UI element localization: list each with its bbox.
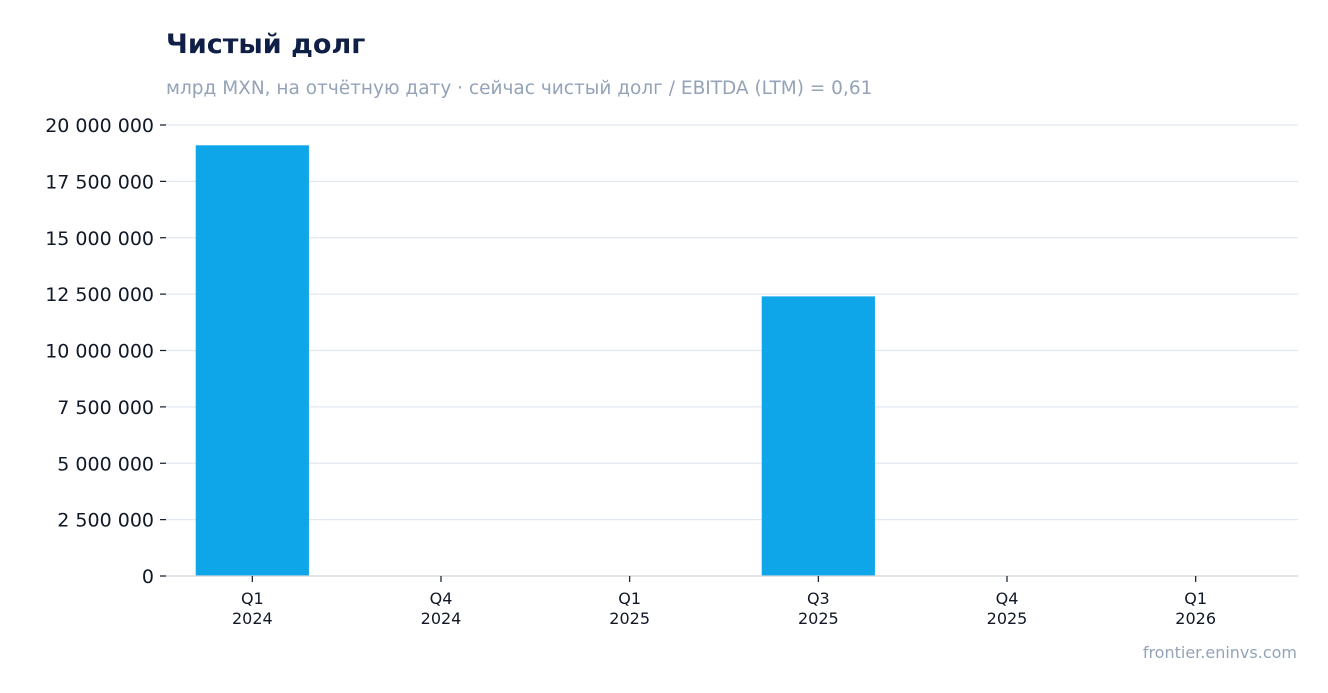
chart-subtitle: млрд MXN, на отчётную дату · сейчас чист… [166, 78, 872, 99]
x-tick-label-line: 2025 [609, 609, 650, 628]
x-tick-label: Q4 2025 [987, 589, 1028, 628]
x-tick-label: Q1 2024 [232, 589, 273, 628]
bar [195, 145, 309, 577]
y-tick-label: 2 500 000 [57, 510, 154, 532]
y-tick-label: 20 000 000 [45, 115, 154, 137]
x-tick-label-line: Q1 [1184, 589, 1207, 608]
x-tick-label-line: Q4 [996, 589, 1019, 608]
bar [761, 296, 875, 576]
y-tick-label: 17 500 000 [45, 171, 154, 193]
x-tick-label: Q1 2026 [1175, 589, 1216, 628]
y-tick-label: 5 000 000 [57, 453, 154, 475]
x-tick-label: Q1 2025 [609, 589, 650, 628]
x-tick-label: Q4 2024 [421, 589, 462, 628]
x-tick-label-line: Q4 [430, 589, 453, 608]
bars [195, 145, 875, 577]
y-tick-label: 7 500 000 [57, 397, 154, 419]
source-label: frontier.eninvs.com [1143, 643, 1297, 662]
x-tick-label-line: 2025 [987, 609, 1028, 628]
x-tick-label-line: 2024 [421, 609, 462, 628]
y-tick-label: 15 000 000 [45, 228, 154, 250]
x-tick-label: Q3 2025 [798, 589, 839, 628]
x-tick-label-line: 2024 [232, 609, 273, 628]
chart-title: Чистый долг [166, 29, 365, 60]
y-tick-label: 10 000 000 [45, 341, 154, 363]
x-tick-label-line: 2026 [1175, 609, 1216, 628]
y-tick-label: 0 [142, 566, 154, 588]
gridlines [166, 124, 1298, 521]
x-tick-label-line: Q3 [807, 589, 830, 608]
x-tick-label-line: 2025 [798, 609, 839, 628]
y-tick-label: 12 500 000 [45, 284, 154, 306]
x-tick-label-line: Q1 [618, 589, 641, 608]
x-tick-label-line: Q1 [241, 589, 264, 608]
y-axis: 0 2 500 000 5 000 000 7 500 000 10 000 000 12… [45, 115, 166, 588]
